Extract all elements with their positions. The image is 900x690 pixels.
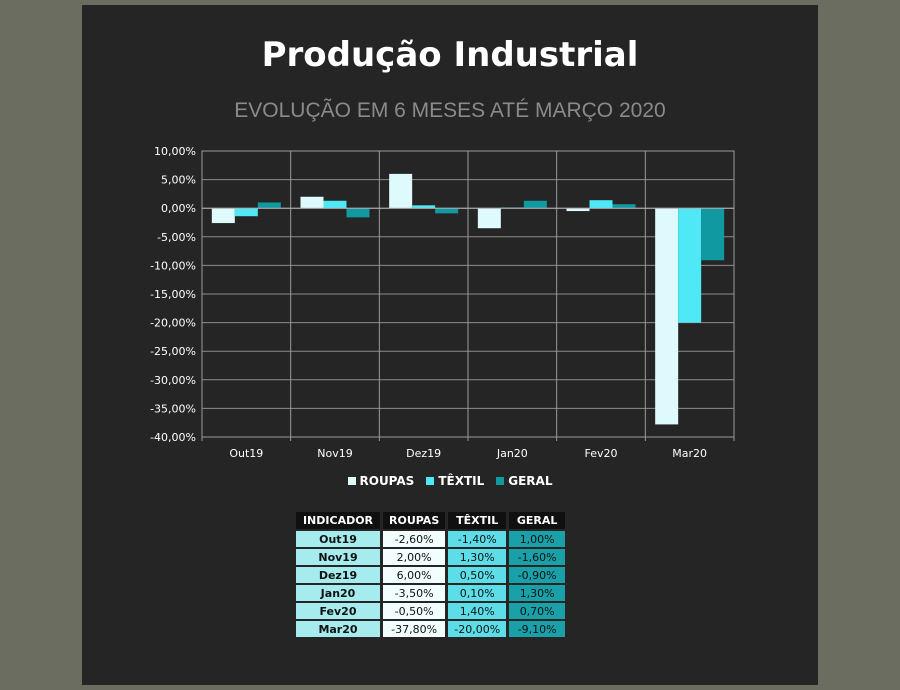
legend-item: GERAL <box>496 474 552 488</box>
y-tick-label: -40,00% <box>150 431 196 444</box>
y-tick-label: 10,00% <box>154 145 196 158</box>
bar-roupas <box>389 173 413 209</box>
legend-label: GERAL <box>508 474 553 488</box>
table-cell: -2,60% <box>383 531 446 547</box>
table-cell: -20,00% <box>448 621 507 637</box>
table-cell: 1,40% <box>448 603 507 619</box>
legend-swatch <box>347 477 356 485</box>
bar-geral <box>435 208 459 214</box>
legend-label: TÊXTIL <box>438 474 485 488</box>
bar-geral <box>523 200 547 209</box>
legend-item: ROUPAS <box>347 474 415 488</box>
table-header-cell: TÊXTIL <box>448 512 507 529</box>
x-tick-label: Mar20 <box>672 447 707 460</box>
table-header-cell: ROUPAS <box>383 512 446 529</box>
x-tick-label: Out19 <box>229 447 263 460</box>
bar-têxtil <box>589 200 613 209</box>
chart-subtitle: EVOLUÇÃO EM 6 MESES ATÉ MARÇO 2020 <box>234 99 666 122</box>
legend-label: ROUPAS <box>359 474 415 488</box>
x-tick-label: Fev20 <box>585 447 618 460</box>
bar-geral <box>257 202 281 209</box>
legend-swatch <box>426 477 435 485</box>
bar-geral <box>346 208 370 218</box>
table-row: Nov19 2,00% 1,30% -1,60% <box>296 549 566 565</box>
table-cell: 1,00% <box>509 531 566 547</box>
table-cell: Dez19 <box>296 567 380 583</box>
bar-roupas <box>566 208 590 212</box>
table-cell: 0,50% <box>448 567 507 583</box>
table-cell: -1,40% <box>448 531 507 547</box>
data-table: INDICADOR ROUPAS TÊXTIL GERAL Out19 -2,60% -1… <box>293 510 568 639</box>
y-tick-label: -20,00% <box>150 317 196 330</box>
table-row: Out19 -2,60% -1,40% 1,00% <box>296 531 566 547</box>
table-cell: -0,50% <box>383 603 446 619</box>
y-tick-label: -35,00% <box>150 402 196 415</box>
table-header-row: INDICADOR ROUPAS TÊXTIL GERAL <box>296 512 566 529</box>
y-tick-label: 5,00% <box>161 174 196 187</box>
bar-chart: 10,00% 5,00% 0,00% -5,00% -10,00% -15,00% -20,… <box>150 145 735 460</box>
x-tick-label: Nov19 <box>317 447 352 460</box>
legend-item: TÊXTIL <box>426 474 484 488</box>
bar-roupas <box>655 208 679 425</box>
y-tick-label: -25,00% <box>150 345 196 358</box>
bar-roupas <box>477 208 501 229</box>
chart-title: Produção Industrial <box>261 35 639 75</box>
bar-têxtil <box>678 208 702 323</box>
table-cell: -37,80% <box>383 621 446 637</box>
y-tick-label: -5,00% <box>157 231 196 244</box>
table-cell: 2,00% <box>383 549 446 565</box>
chart-legend: ROUPAS TÊXTIL GERAL <box>82 474 818 488</box>
table-row: Dez19 6,00% 0,50% -0,90% <box>296 567 566 583</box>
table-row: Fev20 -0,50% 1,40% 0,70% <box>296 603 566 619</box>
table-cell: -0,90% <box>509 567 566 583</box>
table-cell: 1,30% <box>509 585 566 601</box>
y-tick-label: 0,00% <box>161 202 196 215</box>
table-cell: Nov19 <box>296 549 380 565</box>
y-tick-label: -15,00% <box>150 288 196 301</box>
y-tick-label: -10,00% <box>150 259 196 272</box>
table-cell: Out19 <box>296 531 380 547</box>
bar-têxtil <box>412 205 436 209</box>
table-cell: -3,50% <box>383 585 446 601</box>
table-cell: Mar20 <box>296 621 380 637</box>
bar-roupas <box>300 196 324 209</box>
table-cell: 1,30% <box>448 549 507 565</box>
bar-roupas <box>211 208 235 224</box>
table-header-cell: GERAL <box>509 512 566 529</box>
x-tick-label: Dez19 <box>406 447 441 460</box>
table-header-cell: INDICADOR <box>296 512 380 529</box>
table-cell: -1,60% <box>509 549 566 565</box>
table-cell: 6,00% <box>383 567 446 583</box>
table-cell: 0,70% <box>509 603 566 619</box>
chart-panel: Produção Industrial EVOLUÇÃO EM 6 MESES … <box>82 5 818 685</box>
bar-têxtil <box>323 200 347 209</box>
table-cell: 0,10% <box>448 585 507 601</box>
table-row: Jan20 -3,50% 0,10% 1,30% <box>296 585 566 601</box>
bar-têxtil <box>234 208 258 217</box>
bar-geral <box>701 208 725 261</box>
y-tick-label: -30,00% <box>150 374 196 387</box>
table-row: Mar20 -37,80% -20,00% -9,10% <box>296 621 566 637</box>
bar-geral <box>612 204 636 209</box>
legend-swatch <box>496 477 505 485</box>
table-cell: -9,10% <box>509 621 566 637</box>
table-cell: Fev20 <box>296 603 380 619</box>
x-tick-label: Jan20 <box>496 447 528 460</box>
table-cell: Jan20 <box>296 585 380 601</box>
